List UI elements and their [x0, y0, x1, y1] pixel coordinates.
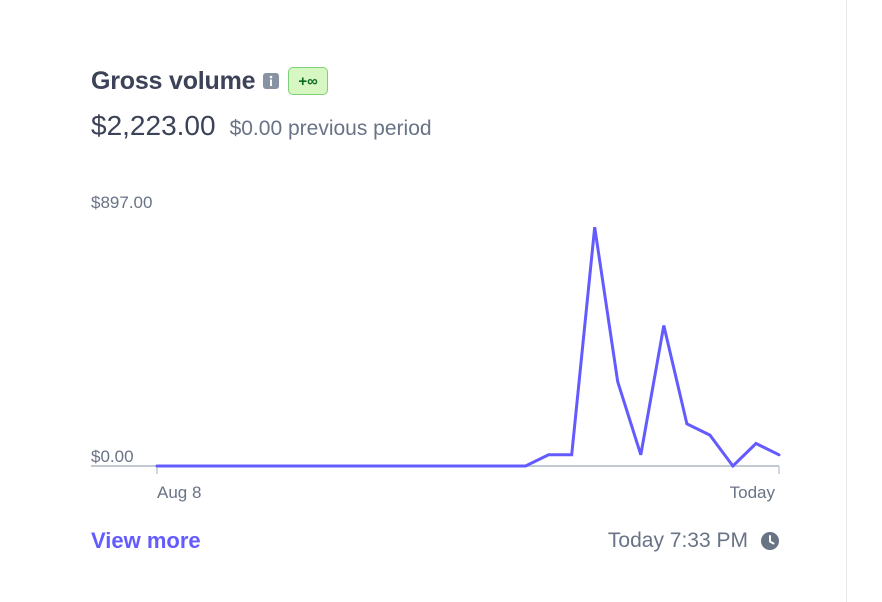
series-line: [155, 226, 781, 469]
title-row: Gross volume +∞: [91, 64, 328, 98]
previous-period-value: $0.00 previous period: [229, 117, 432, 140]
gross-volume-chart: $897.00 $0.00 Aug 8 Today: [91, 193, 781, 502]
view-more-link[interactable]: View more: [91, 528, 201, 553]
x-tick-label-end: Today: [730, 483, 776, 502]
widget-title: Gross volume: [91, 66, 256, 95]
change-badge: +∞: [288, 67, 328, 95]
panel-divider: [846, 0, 847, 602]
y-tick-label-min: $0.00: [91, 447, 134, 466]
gross-volume-card: Gross volume +∞ $2,223.00 $0.00 previous…: [91, 64, 781, 553]
info-icon[interactable]: [262, 72, 280, 90]
updated-timestamp: Today 7:33 PM: [608, 529, 780, 553]
value-row: $2,223.00 $0.00 previous period: [91, 110, 432, 142]
gross-volume-value: $2,223.00: [91, 110, 216, 141]
clock-icon: [760, 531, 780, 551]
updated-time-text: Today 7:33 PM: [607, 529, 748, 552]
y-tick-label-max: $897.00: [91, 193, 152, 212]
x-tick-label-start: Aug 8: [157, 483, 201, 502]
